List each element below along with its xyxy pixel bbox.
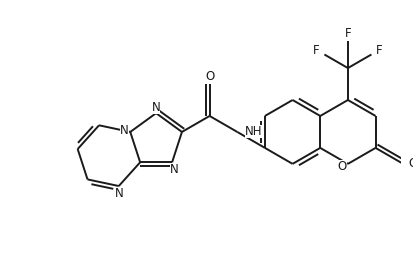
Text: F: F [313, 44, 319, 57]
Text: N: N [114, 187, 123, 200]
Text: O: O [204, 70, 214, 83]
Text: N: N [152, 101, 160, 114]
Text: N: N [114, 187, 123, 200]
Text: NH: NH [244, 125, 262, 138]
Text: O: O [337, 160, 346, 173]
Text: F: F [375, 44, 382, 57]
Text: N: N [120, 124, 128, 136]
Text: O: O [407, 157, 413, 170]
Text: F: F [344, 27, 350, 40]
Text: N: N [169, 162, 178, 176]
